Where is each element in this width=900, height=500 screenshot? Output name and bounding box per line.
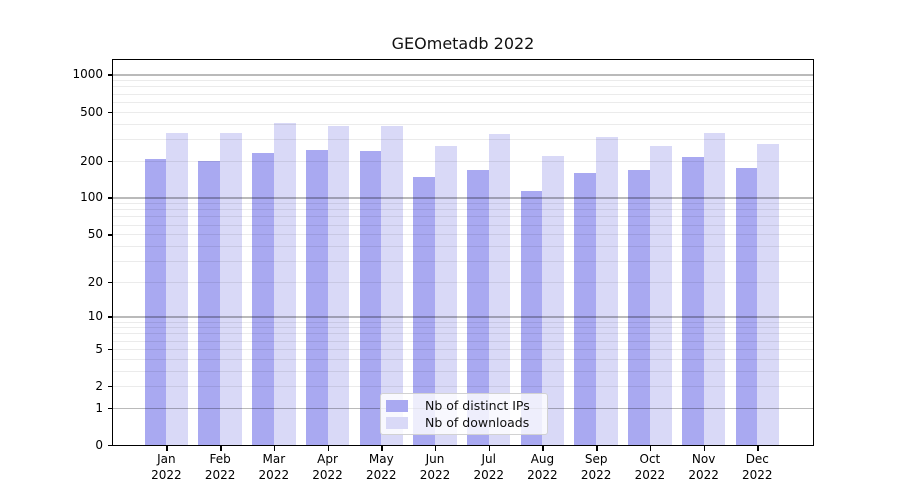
legend-label-downloads: Nb of downloads: [425, 415, 530, 430]
bar-mar-downloads: [273, 122, 296, 445]
bar-oct-distinct-ips: [628, 169, 650, 445]
legend-swatch-downloads: [386, 416, 408, 429]
x-tick-label: Dec 2022: [742, 452, 773, 482]
bar-mar-distinct-ips: [252, 152, 274, 445]
x-tick-label: May 2022: [365, 452, 397, 482]
bar-jun-downloads: [435, 145, 457, 445]
y-tick-label: 2: [95, 379, 103, 394]
bar-jun-distinct-ips: [413, 177, 435, 445]
x-tick-label: Jun 2022: [419, 452, 451, 482]
x-tick-label: Mar 2022: [258, 452, 290, 482]
bar-feb-distinct-ips: [198, 161, 221, 445]
y-tick-label: 0: [95, 438, 103, 452]
y-tick-label: 5: [95, 341, 103, 356]
gridline: [113, 93, 813, 95]
bar-jul-distinct-ips: [467, 169, 489, 445]
gridline: [113, 74, 813, 76]
bar-jul-downloads: [488, 133, 511, 445]
y-tick-label: 10: [87, 309, 103, 324]
bar-dec-distinct-ips: [735, 167, 758, 445]
bar-dec-downloads: [757, 143, 779, 445]
y-tick-label: 200: [80, 153, 103, 168]
x-tick-label: Apr 2022: [312, 452, 343, 482]
gridline: [113, 123, 813, 125]
bar-apr-downloads: [327, 125, 350, 445]
x-tick: [435, 445, 437, 451]
plot-area: [112, 59, 814, 446]
y-tick: [108, 74, 113, 76]
gridline: [113, 101, 813, 103]
bar-apr-distinct-ips: [305, 149, 328, 445]
y-tick: [108, 386, 113, 388]
bar-feb-downloads: [220, 132, 242, 445]
bar-aug-distinct-ips: [520, 190, 543, 445]
x-tick-label: Jul 2022: [473, 452, 504, 482]
x-tick: [381, 445, 383, 451]
y-tick: [108, 348, 113, 351]
y-tick: [108, 234, 113, 236]
x-tick: [596, 445, 598, 451]
bar-sep-distinct-ips: [574, 172, 597, 445]
y-tick-label: 20: [87, 274, 103, 289]
y-tick: [108, 160, 113, 162]
y-tick: [108, 445, 113, 447]
y-tick-label: 1: [95, 400, 103, 415]
y-tick: [108, 111, 113, 113]
x-tick-label: Jan 2022: [151, 452, 182, 482]
x-tick: [488, 445, 491, 451]
y-tick-label: 1000: [72, 67, 103, 82]
bar-sep-downloads: [596, 136, 618, 445]
chart-title: GEOmetadb 2022: [391, 34, 535, 53]
y-tick: [108, 281, 113, 284]
x-tick-label: Nov 2022: [688, 452, 719, 482]
x-tick-label: Sep 2022: [580, 452, 612, 482]
gridline: [113, 111, 813, 113]
y-tick: [108, 197, 113, 199]
legend-label-distinct-ips: Nb of distinct IPs: [425, 398, 530, 413]
y-tick: [108, 407, 113, 410]
x-tick: [757, 445, 759, 451]
x-tick: [703, 445, 705, 451]
bar-aug-downloads: [542, 156, 565, 445]
x-tick: [327, 445, 329, 451]
x-tick: [166, 445, 168, 451]
legend-item-downloads: Nb of downloads: [386, 415, 547, 430]
y-tick-label: 500: [80, 104, 103, 119]
x-tick-label: Oct 2022: [634, 452, 666, 482]
y-tick-label: 100: [80, 190, 103, 205]
gridline: [113, 86, 813, 88]
x-tick: [649, 445, 652, 451]
x-tick-label: Feb 2022: [204, 452, 236, 482]
bar-nov-downloads: [703, 133, 726, 445]
bar-may-distinct-ips: [359, 151, 382, 445]
legend-item-distinct-ips: Nb of distinct IPs: [386, 398, 547, 413]
x-tick: [542, 445, 544, 451]
bar-jan-downloads: [166, 132, 189, 445]
x-tick: [220, 445, 222, 451]
x-tick: [273, 445, 276, 451]
gridline: [113, 80, 813, 82]
legend: Nb of distinct IPs Nb of downloads: [380, 393, 548, 435]
y-tick-label: 50: [87, 227, 103, 242]
bar-nov-distinct-ips: [681, 156, 704, 445]
bar-may-downloads: [381, 125, 403, 445]
legend-swatch-distinct-ips: [386, 399, 408, 412]
bar-oct-downloads: [649, 145, 672, 445]
bar-jan-distinct-ips: [144, 159, 167, 445]
y-tick: [108, 316, 113, 318]
x-tick-label: Aug 2022: [527, 452, 558, 482]
